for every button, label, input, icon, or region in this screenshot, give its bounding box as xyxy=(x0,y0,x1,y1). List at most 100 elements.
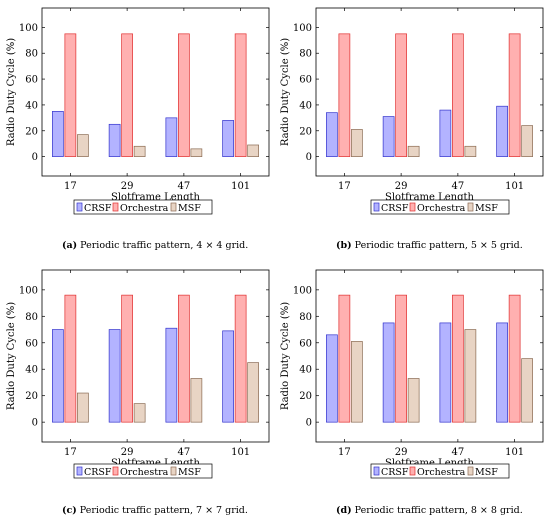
y-tick-label: 60 xyxy=(25,338,38,349)
x-tick-label: 17 xyxy=(338,447,351,458)
bar-orchestra xyxy=(178,33,190,157)
x-axis-label: Slotframe Length xyxy=(111,458,201,469)
y-tick-label: 80 xyxy=(25,49,38,60)
bar-msf xyxy=(77,134,89,157)
bar-msf xyxy=(464,145,477,157)
y-tick-label: 0 xyxy=(32,418,38,429)
legend-label-crsf: CRSF xyxy=(84,467,112,478)
bar-crsf xyxy=(108,329,121,423)
caption-c-label: (c) xyxy=(62,505,77,516)
bar-msf xyxy=(133,403,146,423)
legend-label-crsf: CRSF xyxy=(84,203,112,214)
y-axis-label: Radio Duty Cycle (%) xyxy=(280,38,291,146)
bar-orchestra xyxy=(452,33,464,157)
legend-swatch-crsf xyxy=(373,202,380,212)
y-axis-label: Radio Duty Cycle (%) xyxy=(6,302,17,410)
legend-label-msf: MSF xyxy=(475,467,498,478)
y-tick-label: 20 xyxy=(25,126,38,137)
legend-swatch-orchestra xyxy=(409,466,416,476)
bar-msf xyxy=(407,378,420,423)
bar-orchestra xyxy=(508,294,521,423)
plot-frame xyxy=(315,269,544,443)
bar-orchestra xyxy=(234,33,247,157)
y-tick-label: 80 xyxy=(25,312,38,323)
caption-b-text: Periodic traffic pattern, 5 × 5 grid. xyxy=(351,240,523,251)
x-tick-label: 17 xyxy=(64,181,77,192)
bar-msf xyxy=(247,362,259,423)
y-tick-label: 0 xyxy=(32,152,38,163)
x-tick-label: 47 xyxy=(178,181,191,192)
legend-swatch-msf xyxy=(467,202,474,212)
bar-crsf xyxy=(439,109,452,157)
bar-msf xyxy=(464,329,477,423)
legend-swatch-msf xyxy=(170,202,177,212)
bar-orchestra xyxy=(395,294,407,423)
y-tick-label: 0 xyxy=(306,418,312,429)
bar-crsf xyxy=(496,322,508,423)
y-tick-label: 60 xyxy=(299,75,312,86)
x-tick-label: 101 xyxy=(505,447,524,458)
x-tick-label: 47 xyxy=(452,181,465,192)
bar-crsf xyxy=(52,111,64,157)
bar-msf xyxy=(407,145,420,157)
bar-crsf xyxy=(52,329,64,423)
legend-label-msf: MSF xyxy=(178,467,201,478)
bar-msf xyxy=(190,378,203,423)
legend-label-orchestra: Orchestra xyxy=(417,203,466,214)
legend-swatch-crsf xyxy=(76,466,83,476)
y-tick-label: 80 xyxy=(299,49,312,60)
caption-d: (d) Periodic traffic pattern, 8 × 8 grid… xyxy=(336,505,523,516)
x-axis-label: Slotframe Length xyxy=(385,192,475,203)
y-tick-label: 20 xyxy=(299,126,312,137)
legend: CRSF Orchestra MSF xyxy=(370,199,510,215)
bar-orchestra xyxy=(508,33,521,157)
legend-swatch-orchestra xyxy=(112,466,119,476)
y-tick-label: 100 xyxy=(293,23,312,34)
legend-box xyxy=(370,463,510,479)
bar-msf xyxy=(351,129,363,157)
bar-orchestra xyxy=(121,33,133,157)
x-tick-label: 17 xyxy=(64,447,77,458)
legend-label-orchestra: Orchestra xyxy=(120,467,169,478)
bar-crsf xyxy=(326,112,338,157)
y-tick-label: 100 xyxy=(19,23,38,34)
bar-msf xyxy=(521,125,533,157)
x-tick-label: 17 xyxy=(338,181,351,192)
caption-d-label: (d) xyxy=(336,505,352,516)
legend-label-crsf: CRSF xyxy=(381,203,409,214)
bar-crsf xyxy=(439,322,452,423)
caption-a: (a) Periodic traffic pattern, 4 × 4 grid… xyxy=(62,240,248,251)
bar-crsf xyxy=(382,322,395,423)
y-axis-label: Radio Duty Cycle (%) xyxy=(6,38,17,146)
legend-swatch-orchestra xyxy=(409,202,416,212)
bar-msf xyxy=(77,392,89,423)
bar-orchestra xyxy=(338,33,351,157)
y-tick-label: 20 xyxy=(25,391,38,402)
bar-crsf xyxy=(496,105,508,157)
x-tick-label: 29 xyxy=(121,447,134,458)
bar-orchestra xyxy=(64,33,77,157)
y-tick-label: 40 xyxy=(299,365,312,376)
bar-orchestra xyxy=(121,294,133,423)
y-tick-label: 100 xyxy=(19,285,38,296)
legend-swatch-msf xyxy=(467,466,474,476)
y-axis-label: Radio Duty Cycle (%) xyxy=(280,302,291,410)
bar-msf xyxy=(133,145,146,157)
legend-swatch-crsf xyxy=(76,202,83,212)
bar-orchestra xyxy=(395,33,407,157)
y-tick-label: 40 xyxy=(25,100,38,111)
caption-c: (c) Periodic traffic pattern, 7 × 7 grid… xyxy=(62,505,248,516)
caption-b: (b) Periodic traffic pattern, 5 × 5 grid… xyxy=(336,240,523,251)
bar-crsf xyxy=(165,327,178,423)
caption-c-text: Periodic traffic pattern, 7 × 7 grid. xyxy=(76,505,248,516)
bar-msf xyxy=(521,358,533,423)
legend-swatch-msf xyxy=(170,466,177,476)
bar-crsf xyxy=(165,117,178,157)
legend-label-crsf: CRSF xyxy=(381,467,409,478)
x-tick-label: 47 xyxy=(452,447,465,458)
x-tick-label: 101 xyxy=(231,181,250,192)
